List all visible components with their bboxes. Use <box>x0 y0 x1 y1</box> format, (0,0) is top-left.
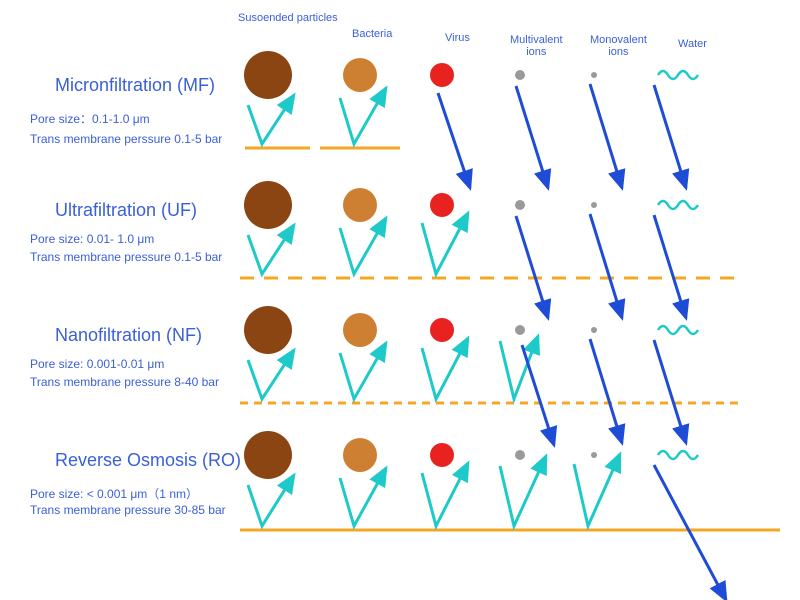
particle-label-1: Bacteria <box>352 28 392 40</box>
row-title-2: Nanofiltration (NF) <box>55 325 202 346</box>
row-sub-3-1: Trans membrane pressure 30-85 bar <box>30 503 226 517</box>
row-title-3: Reverse Osmosis (RO) <box>55 450 241 471</box>
particle-label-5: Water <box>678 38 707 50</box>
row-title-0: Micronfiltration (MF) <box>55 75 215 96</box>
row-title-1: Ultrafiltration (UF) <box>55 200 197 221</box>
row-sub-1-0: Pore size: 0.01- 1.0 μm <box>30 232 154 246</box>
particle-label-3: Multivalent ions <box>510 34 563 58</box>
particle-label-0: Susoended particles <box>238 12 338 24</box>
row-sub-2-1: Trans membrane pressure 8-40 bar <box>30 375 219 389</box>
particle-label-2: Virus <box>445 32 470 44</box>
row-sub-3-0: Pore size: < 0.001 μm（1 nm） <box>30 485 198 502</box>
row-sub-2-0: Pore size: 0.001-0.01 μm <box>30 357 164 371</box>
row-sub-0-0: Pore size：0.1-1.0 μm <box>30 110 150 127</box>
particle-label-4: Monovalent ions <box>590 34 647 58</box>
row-sub-1-1: Trans membrane pressure 0.1-5 bar <box>30 250 222 264</box>
row-sub-0-1: Trans membrane perssure 0.1-5 bar <box>30 132 222 146</box>
